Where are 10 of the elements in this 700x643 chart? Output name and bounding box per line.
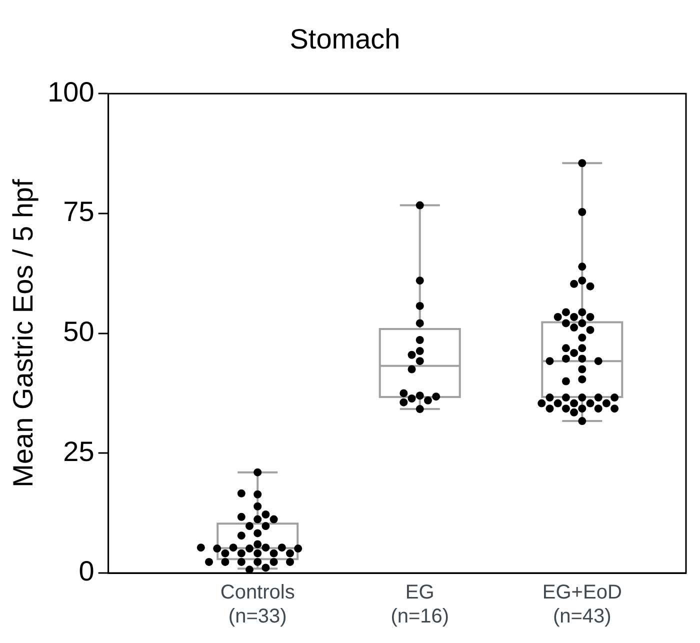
x-tick-label: EG (n=16) xyxy=(390,582,450,628)
y-tick-label: 75 xyxy=(63,196,94,228)
chart-title: Stomach xyxy=(290,24,400,55)
y-tick-label: 100 xyxy=(48,76,94,108)
x-tick-label: Controls (n=33) xyxy=(220,582,295,628)
y-tick-label: 25 xyxy=(63,436,94,467)
x-tick-label: EG+EoD (n=43) xyxy=(542,582,622,628)
y-tick-label: 50 xyxy=(63,316,94,348)
y-axis-title: Mean Gastric Eos / 5 hpf xyxy=(8,179,39,488)
y-tick-label: 0 xyxy=(78,556,94,587)
